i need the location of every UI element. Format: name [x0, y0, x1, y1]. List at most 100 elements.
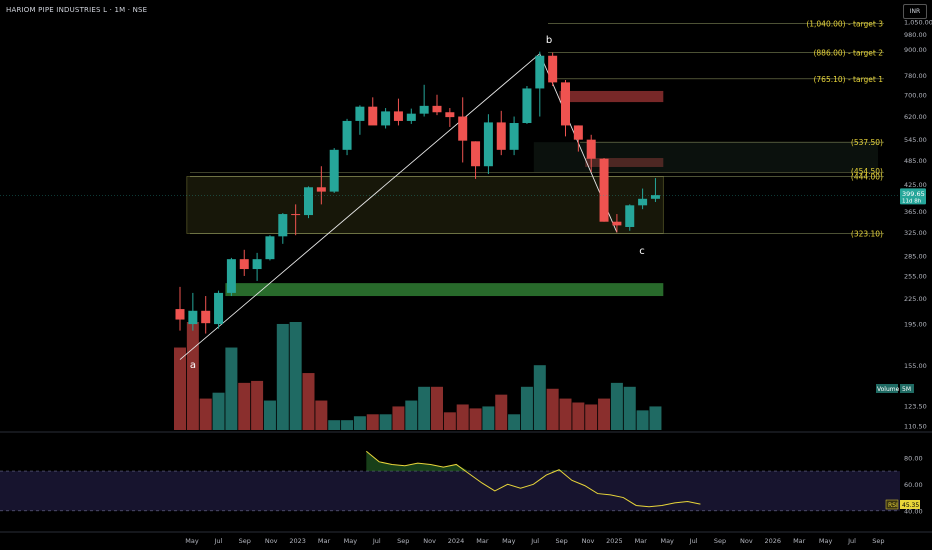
candle-body — [355, 106, 365, 121]
candle-body — [548, 55, 558, 83]
candle-body — [278, 214, 288, 237]
x-tick-label: Mar — [476, 537, 489, 545]
symbol-title[interactable]: HARIOM PIPE INDUSTRIES L · 1M · NSE — [6, 6, 148, 14]
candle-body — [586, 139, 596, 159]
wave-label-b: b — [546, 35, 552, 46]
volume-bar — [443, 412, 456, 430]
level-label: (537.50) — [851, 138, 883, 147]
y-tick-label: 325.00 — [904, 229, 927, 237]
candle-body — [214, 292, 224, 325]
y-tick-label: 1,050.00 — [904, 19, 932, 27]
y-tick-label: 110.50 — [904, 423, 927, 431]
volume-bar — [353, 416, 366, 430]
volume-bar — [508, 414, 521, 430]
volume-bar — [456, 404, 469, 430]
x-tick-label: Jul — [847, 537, 856, 545]
x-tick-label: Nov — [740, 537, 753, 545]
rsi-line — [366, 450, 701, 508]
volume-bar — [315, 400, 328, 430]
candle-body — [522, 88, 532, 124]
wave-label-c: c — [639, 246, 645, 257]
candle-body — [638, 198, 648, 206]
volume-bar — [341, 420, 354, 430]
candle-body — [483, 122, 493, 167]
countdown-label: 11d 8h — [902, 198, 922, 204]
x-tick-label: Jul — [530, 537, 539, 545]
x-tick-label: Sep — [872, 537, 884, 545]
currency-button[interactable]: INR — [903, 4, 927, 19]
volume-bar — [174, 347, 186, 430]
y-tick-label: 255.00 — [904, 272, 927, 280]
x-tick-label: Sep — [714, 537, 726, 545]
volume-label: Volume — [877, 386, 900, 393]
y-tick-label: 485.00 — [904, 157, 927, 165]
volume-bar — [623, 386, 636, 430]
y-tick-label: 620.00 — [904, 113, 927, 121]
last-price-badge — [900, 188, 926, 205]
x-tick-label: 2024 — [448, 537, 465, 545]
candle-body — [239, 259, 249, 270]
candle-body — [265, 236, 275, 260]
volume-bar — [585, 404, 598, 430]
volume-bar — [276, 323, 289, 430]
level-box — [533, 142, 878, 173]
candle-body — [406, 113, 416, 121]
last-price-value: 399.65 — [902, 190, 925, 198]
volume-bar — [572, 402, 585, 430]
candle-body — [612, 221, 622, 226]
candle-body — [496, 122, 506, 150]
consolidation-box — [186, 176, 664, 234]
candle-body — [316, 187, 326, 192]
rsi-band — [0, 471, 900, 511]
candle-body — [445, 112, 455, 118]
volume-bar — [598, 398, 611, 430]
x-tick-label: May — [819, 537, 833, 545]
candle-body — [175, 309, 185, 320]
level-label: (886.00) - target 2 — [813, 48, 883, 57]
rsi-label: RSI — [888, 502, 898, 509]
volume-bar — [366, 414, 379, 430]
candle-body — [625, 205, 635, 227]
rsi-tick-label: 40.00 — [904, 507, 923, 515]
volume-bar — [495, 394, 508, 430]
y-tick-label: 195.00 — [904, 321, 927, 329]
y-tick-label: 980.00 — [904, 31, 927, 39]
candle-body — [252, 259, 262, 270]
wave-label-a: a — [190, 360, 196, 371]
rsi-value-badge — [900, 500, 920, 509]
volume-bar — [225, 347, 238, 430]
volume-bar — [533, 365, 546, 430]
x-tick-label: 2025 — [606, 537, 623, 545]
volume-bar — [610, 382, 623, 430]
x-tick-label: Mar — [318, 537, 331, 545]
rsi-overbought-fill — [366, 451, 701, 472]
x-tick-label: May — [660, 537, 674, 545]
x-tick-label: Nov — [423, 537, 436, 545]
supply-zone — [585, 158, 664, 167]
rsi-tick-label: 60.00 — [904, 481, 923, 489]
volume-bar — [418, 386, 431, 430]
y-tick-label: 365.00 — [904, 208, 927, 216]
volume-bar — [405, 400, 418, 430]
x-tick-label: Nov — [582, 537, 595, 545]
candle-body — [381, 111, 391, 126]
volume-badge — [876, 384, 898, 393]
level-label: (1,040.00) - target 3 — [806, 20, 883, 29]
y-tick-label: 155.00 — [904, 362, 927, 370]
volume-value-badge — [900, 384, 914, 393]
candle-body — [419, 105, 429, 114]
x-tick-label: Sep — [555, 537, 567, 545]
x-tick-label: Sep — [397, 537, 409, 545]
volume-bar — [302, 373, 315, 430]
candle-body — [509, 123, 519, 150]
candle-body — [368, 106, 378, 126]
rsi-tick-label: 80.00 — [904, 454, 923, 462]
candle-body — [599, 158, 609, 222]
demand-zone — [225, 283, 664, 297]
volume-bar — [212, 392, 225, 430]
x-tick-label: Sep — [239, 537, 251, 545]
candle-body — [471, 141, 481, 167]
x-tick-label: Mar — [635, 537, 648, 545]
